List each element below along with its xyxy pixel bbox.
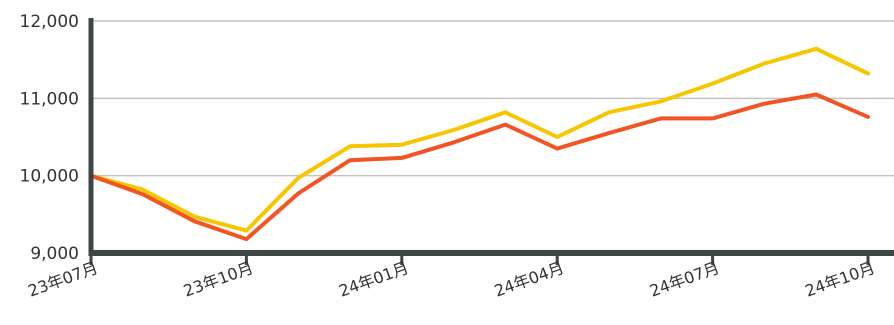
y-tick-labels: 9,000 10,000 11,000 12,000 (20, 12, 79, 264)
series-layer (89, 46, 870, 242)
y-tick-label: 9,000 (30, 244, 79, 264)
x-tick-label: 24年07月 (647, 258, 722, 301)
x-tick-label: 23年10月 (181, 258, 256, 301)
x-tick-label: 23年07月 (26, 258, 101, 301)
y-tick-label: 12,000 (20, 12, 79, 32)
y-tick-label: 11,000 (20, 89, 79, 109)
series-line-2 (89, 92, 870, 242)
x-tick-label: 24年01月 (336, 258, 411, 301)
x-tick-label: 24年10月 (803, 258, 878, 301)
series-line-1 (89, 46, 870, 233)
y-tick-label: 10,000 (20, 167, 79, 187)
x-tick-labels: 23年07月 23年10月 24年01月 24年04月 24年07月 24年10月 (26, 258, 878, 301)
grid-lines (91, 20, 894, 177)
x-tick-label: 24年04月 (492, 258, 567, 301)
axes (88, 18, 894, 265)
